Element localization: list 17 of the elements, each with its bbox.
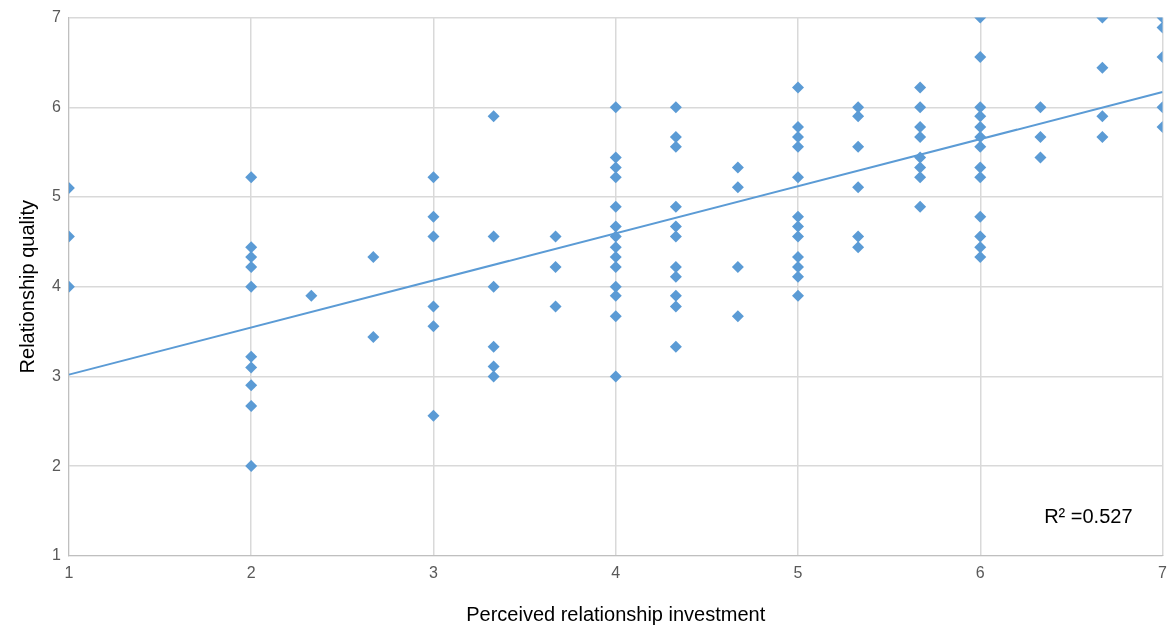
x-tick-label: 3: [429, 563, 438, 581]
y-tick-label: 4: [51, 277, 61, 295]
x-tick-label: 7: [1158, 563, 1168, 581]
x-tick-label: 1: [64, 563, 74, 581]
y-tick-label: 7: [51, 8, 61, 26]
annotation: R² =0.527: [1044, 505, 1133, 528]
x-axis-title: Perceived relationship investment: [466, 602, 766, 625]
y-tick-label: 2: [51, 456, 61, 474]
x-tick-label: 2: [246, 563, 256, 581]
x-tick-label: 4: [611, 563, 621, 581]
y-tick-label: 5: [51, 187, 61, 205]
y-axis-title: Relationship quality: [15, 199, 38, 374]
y-tick-label: 3: [51, 366, 61, 384]
x-tick-label: 6: [975, 563, 985, 581]
y-tick-label: 1: [51, 546, 61, 564]
x-tick-label: 5: [793, 563, 803, 581]
y-tick-label: 6: [51, 97, 61, 115]
